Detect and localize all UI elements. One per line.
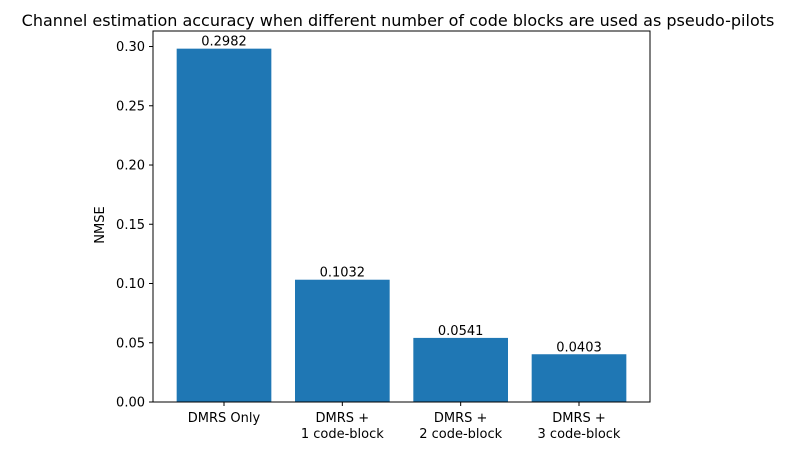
bar-value-label-2: 0.0541	[438, 324, 484, 339]
x-axis: DMRS Only DMRS +1 code-block DMRS +2 code-…	[188, 402, 621, 442]
y-tick-label-3: 0.15	[116, 218, 145, 233]
y-tick-label-1: 0.05	[116, 336, 145, 351]
y-tick-label-4: 0.20	[116, 159, 145, 174]
bar-value-label-0: 0.2982	[201, 35, 247, 50]
plot-frame	[152, 30, 651, 403]
bar-value-label-3: 0.0403	[556, 340, 602, 355]
y-tick-label-2: 0.10	[116, 277, 145, 292]
bar-3	[531, 354, 627, 402]
y-tick-label-0: 0.00	[116, 396, 145, 411]
y-axis: 0.00 0.05 0.10 0.15 0.20 0.25 0.30	[116, 40, 153, 411]
bar-1	[295, 279, 390, 402]
x-tick-label-2: DMRS +2 code-block	[419, 411, 502, 442]
y-axis-label: NMSE	[93, 206, 108, 243]
bars-group	[176, 48, 627, 402]
bar-0	[176, 48, 272, 402]
bar-2	[413, 337, 508, 402]
chart-title: Channel estimation accuracy when differe…	[22, 11, 775, 30]
bar-value-label-1: 0.1032	[320, 266, 366, 281]
bar-labels-group: 0.2982 0.1032 0.0541 0.0403	[201, 35, 602, 356]
x-tick-label-0: DMRS Only	[188, 411, 261, 426]
y-tick-label-5: 0.25	[116, 99, 145, 114]
y-tick-label-6: 0.30	[116, 40, 145, 55]
x-tick-label-1: DMRS +1 code-block	[301, 411, 384, 442]
x-tick-label-3: DMRS +3 code-block	[538, 411, 621, 442]
